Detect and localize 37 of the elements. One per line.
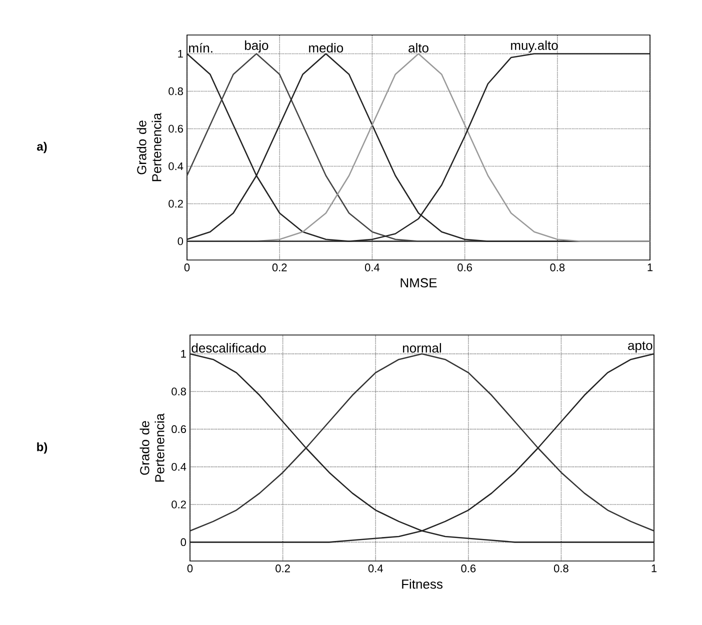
x-tick-label: 0.2: [276, 564, 290, 572]
x-tick-label: 0.6: [458, 264, 472, 272]
y-tick-label: 0: [180, 538, 186, 546]
x-tick-label: 0.4: [368, 564, 383, 572]
x-axis-title: NMSE: [400, 278, 437, 288]
x-axis-title: Fitness: [402, 579, 442, 589]
y-tick-label: 0.6: [168, 124, 183, 133]
x-tick-label: 0.8: [550, 264, 565, 272]
series-label: alto: [408, 42, 428, 53]
series-label: medio: [309, 42, 344, 53]
y-axis-title: Grado de Pertenencia: [136, 112, 162, 182]
y-tick-label: 0.8: [168, 87, 183, 96]
y-tick-label: 0.2: [172, 500, 186, 508]
series-label: mín.: [189, 42, 212, 53]
x-tick-label: 1: [652, 564, 657, 572]
y-tick-label: 0.6: [172, 425, 186, 434]
y-tick-label: 1: [178, 50, 183, 58]
x-tick-label: 0: [187, 564, 193, 572]
y-tick-label: 0.4: [168, 162, 184, 170]
series-label: normal: [402, 343, 441, 353]
x-tick-label: 0.8: [554, 564, 568, 572]
x-tick-label: 0.4: [364, 264, 380, 272]
x-tick-label: 1: [648, 264, 653, 272]
text: b): [37, 442, 48, 454]
series-label: muy.alto: [511, 40, 558, 53]
y-tick-label: 0.8: [172, 388, 186, 396]
series-label: apto: [628, 342, 652, 353]
x-tick-label: 0.2: [272, 264, 287, 272]
series-label: bajo: [244, 40, 268, 53]
y-tick-label: 0.4: [172, 462, 186, 471]
y-axis-title: Grado de Pertenencia: [140, 413, 164, 482]
text: a): [37, 142, 47, 154]
series-label: descalificado: [192, 343, 266, 353]
y-tick-label: 0.2: [168, 200, 183, 208]
y-tick-label: 0: [178, 237, 184, 246]
y-tick-label: 1: [181, 350, 186, 358]
x-tick-label: 0.6: [461, 564, 476, 572]
